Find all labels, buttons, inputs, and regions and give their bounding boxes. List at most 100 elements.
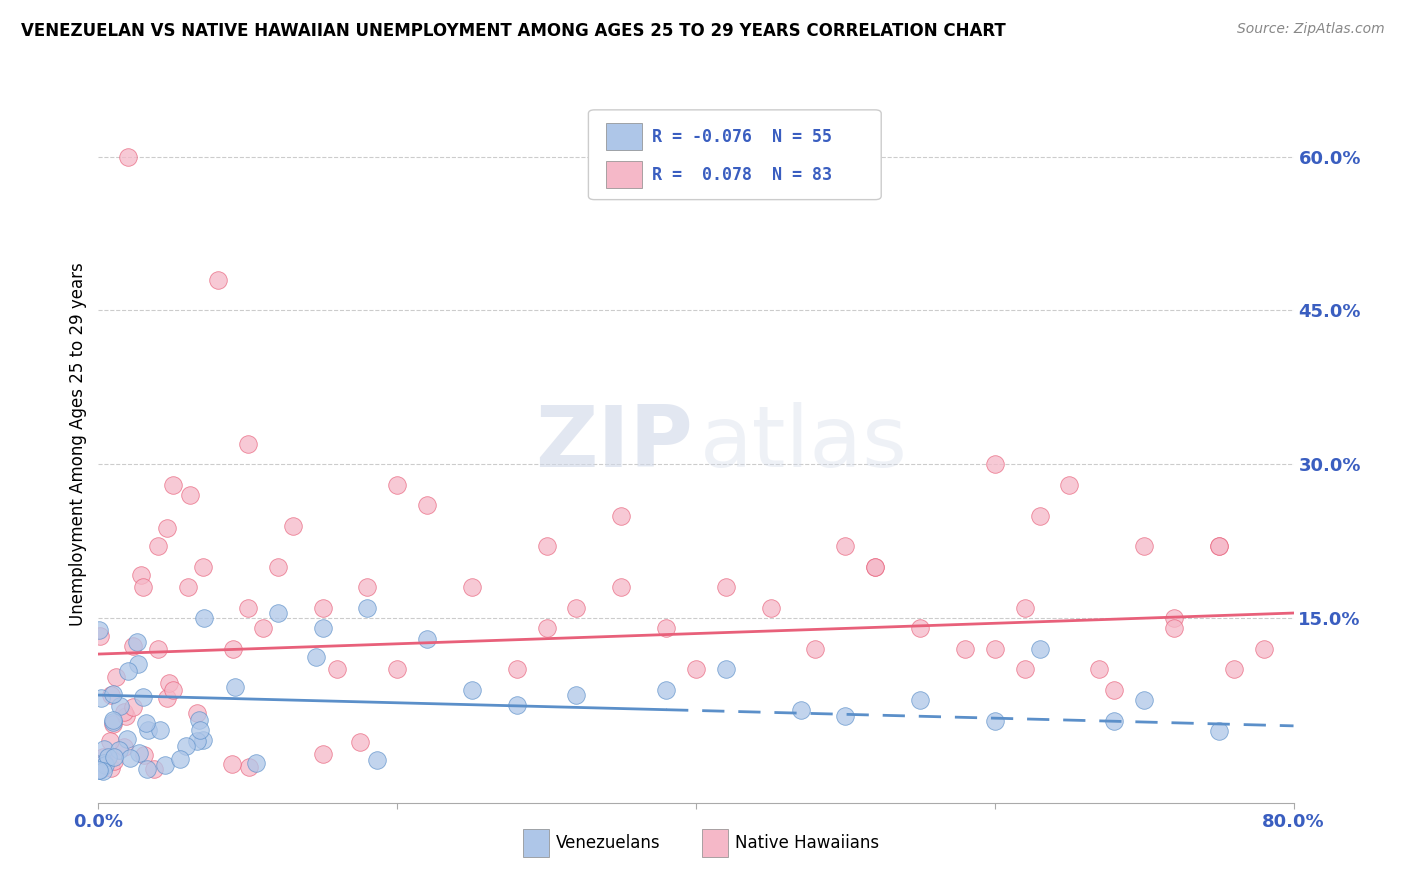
Point xyxy=(238,759,260,773)
Point xyxy=(714,581,737,595)
FancyBboxPatch shape xyxy=(589,110,882,200)
Point xyxy=(416,632,439,646)
Point xyxy=(127,635,149,649)
Point xyxy=(97,750,120,764)
Point xyxy=(87,763,110,777)
Point xyxy=(98,734,121,748)
Point xyxy=(759,601,782,615)
Point xyxy=(129,568,152,582)
Point xyxy=(984,642,1007,657)
Point xyxy=(610,581,633,595)
Point xyxy=(188,723,211,737)
Point xyxy=(655,622,678,636)
Point xyxy=(143,762,166,776)
Point xyxy=(1208,724,1230,739)
Point xyxy=(984,714,1007,728)
Text: atlas: atlas xyxy=(700,402,907,485)
Point xyxy=(326,662,349,677)
Point xyxy=(100,688,122,702)
Point xyxy=(186,706,208,720)
Point xyxy=(112,705,135,719)
Point xyxy=(349,735,371,749)
Point xyxy=(162,478,184,492)
Point xyxy=(1014,662,1036,677)
Point xyxy=(908,622,931,636)
Point xyxy=(305,650,328,665)
Point xyxy=(100,761,122,775)
Point xyxy=(1223,662,1246,677)
Point xyxy=(461,683,484,698)
Point xyxy=(1163,611,1185,625)
Point xyxy=(311,622,333,636)
Point xyxy=(1133,539,1156,553)
FancyBboxPatch shape xyxy=(606,161,643,188)
Point xyxy=(136,723,159,737)
Point xyxy=(91,764,114,779)
Point xyxy=(1208,539,1230,553)
Point xyxy=(908,693,931,707)
Point xyxy=(356,581,378,595)
Point xyxy=(1133,693,1156,707)
Point xyxy=(356,601,378,615)
Point xyxy=(157,676,180,690)
Point xyxy=(789,703,811,717)
Point xyxy=(148,539,170,553)
Point xyxy=(87,624,110,638)
Point xyxy=(135,716,157,731)
Point xyxy=(506,662,529,677)
Point xyxy=(89,764,111,778)
Point xyxy=(610,508,633,523)
Point xyxy=(191,733,214,747)
Point xyxy=(366,753,388,767)
Point xyxy=(187,714,209,728)
Point xyxy=(267,606,290,620)
Point xyxy=(112,740,135,755)
Point xyxy=(108,698,131,713)
Text: R =  0.078  N = 83: R = 0.078 N = 83 xyxy=(652,166,832,184)
Text: R = -0.076  N = 55: R = -0.076 N = 55 xyxy=(652,128,832,145)
Point xyxy=(101,687,124,701)
Text: ZIP: ZIP xyxy=(534,402,692,485)
Point xyxy=(1014,601,1036,615)
Point xyxy=(191,560,214,574)
Point xyxy=(385,662,409,677)
Point xyxy=(193,611,215,625)
Point xyxy=(148,642,170,657)
Point xyxy=(224,680,246,694)
Point xyxy=(655,683,678,698)
Point xyxy=(984,458,1007,472)
FancyBboxPatch shape xyxy=(702,830,728,856)
Y-axis label: Unemployment Among Ages 25 to 29 years: Unemployment Among Ages 25 to 29 years xyxy=(69,262,87,625)
Point xyxy=(103,749,125,764)
Point xyxy=(174,739,197,754)
Point xyxy=(461,581,484,595)
Point xyxy=(132,581,155,595)
Point xyxy=(1088,662,1111,677)
Point xyxy=(1208,539,1230,553)
Point xyxy=(117,150,139,164)
Point xyxy=(236,437,259,451)
Point xyxy=(186,734,208,748)
Point xyxy=(536,539,558,553)
Point xyxy=(267,560,290,574)
Point xyxy=(179,488,201,502)
Point xyxy=(311,601,333,615)
Point xyxy=(91,749,114,764)
Point xyxy=(122,639,145,653)
Point xyxy=(90,691,112,706)
Point xyxy=(865,560,887,574)
Point xyxy=(953,642,976,657)
Point xyxy=(132,690,155,705)
Point xyxy=(114,709,136,723)
Text: Venezuelans: Venezuelans xyxy=(557,834,661,852)
Point xyxy=(834,539,856,553)
Point xyxy=(128,746,150,760)
Point xyxy=(162,683,184,698)
Point xyxy=(834,708,856,723)
Point xyxy=(156,521,179,535)
Point xyxy=(177,581,200,595)
Point xyxy=(685,662,707,677)
Point xyxy=(153,757,176,772)
Point xyxy=(103,714,125,729)
Point xyxy=(108,743,131,757)
